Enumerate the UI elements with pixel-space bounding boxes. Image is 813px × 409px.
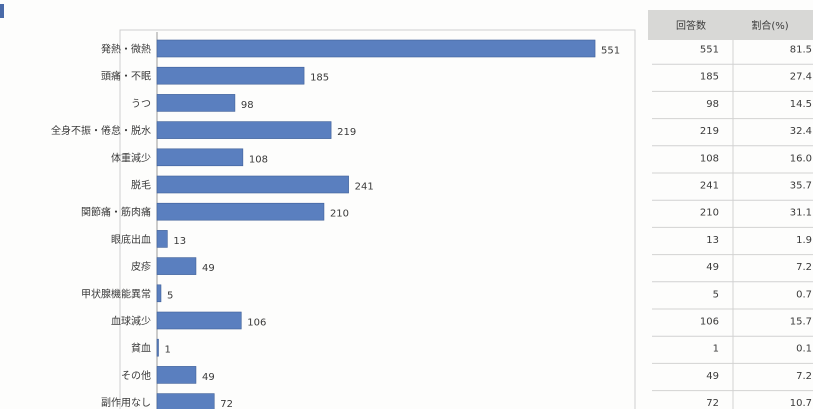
- table-count-cell: 49: [706, 371, 719, 382]
- table-count-cell: 210: [700, 208, 719, 219]
- bar: [156, 284, 162, 303]
- table-count-cell: 241: [700, 181, 719, 192]
- bar: [156, 94, 236, 112]
- table-percent-cell: 27.4: [790, 72, 812, 83]
- category-label: 血球減少: [111, 315, 151, 328]
- value-label: 241: [355, 182, 374, 193]
- table-count-cell: 13: [706, 235, 719, 246]
- bar: [156, 121, 332, 139]
- category-label: 甲状腺機能異常: [81, 287, 151, 300]
- value-label: 1: [165, 345, 171, 356]
- category-label: 眼底出血: [111, 233, 151, 246]
- table-percent-cell: 31.1: [790, 208, 812, 219]
- bar: [156, 148, 244, 167]
- table-percent-cell: 10.7: [790, 398, 812, 409]
- table-percent-cell: 0.1: [796, 344, 812, 355]
- table-count-cell: 5: [713, 289, 719, 300]
- table-count-cell: 219: [700, 126, 719, 137]
- table-percent-cell: 7.2: [796, 262, 812, 273]
- category-label: 皮疹: [131, 260, 151, 273]
- bar: [156, 393, 215, 409]
- table-count-cell: 108: [700, 153, 719, 164]
- value-label: 551: [601, 46, 620, 57]
- table-percent-cell: 35.7: [790, 181, 812, 192]
- category-label: 頭痛・不眠: [101, 70, 151, 83]
- category-label: 全身不振・倦怠・脱水: [51, 124, 151, 137]
- bar: [156, 311, 242, 330]
- data-table: 回答数 割合(%) 551 81.5 185 27.4 98 14.5 219 32.4 108…: [648, 10, 813, 409]
- value-label: 219: [337, 127, 356, 138]
- bar: [156, 39, 596, 58]
- table-count-cell: 185: [700, 72, 719, 83]
- category-label: 関節痛・筋肉痛: [81, 206, 151, 219]
- plot-frame: [119, 29, 636, 409]
- table-percent-cell: 1.9: [796, 235, 812, 246]
- value-label: 72: [220, 399, 233, 409]
- value-label: 185: [310, 73, 329, 84]
- table-count-cell: 49: [706, 262, 719, 273]
- table-percent-cell: 0.7: [796, 289, 812, 300]
- value-label: 49: [202, 263, 215, 274]
- corner-mark: [0, 4, 4, 18]
- table-count-cell: 1: [713, 344, 719, 355]
- bars-layer: [156, 39, 596, 409]
- category-label: 脱毛: [131, 179, 151, 192]
- table-count-cell: 551: [700, 45, 719, 56]
- bar: [156, 338, 159, 357]
- table-header-percent: 割合(%): [751, 19, 788, 32]
- value-label: 49: [202, 372, 215, 383]
- category-label: 発熱・微熱: [101, 43, 151, 56]
- value-label: 210: [330, 209, 349, 220]
- value-labels: 551 185 98 219 108 241 210 13 49 5 106 1 49 72: [165, 46, 621, 409]
- table-percent-cell: 15.7: [790, 317, 812, 328]
- bar: [156, 66, 305, 85]
- bar: [156, 202, 325, 221]
- value-label: 106: [247, 318, 266, 329]
- category-label: その他: [121, 369, 151, 382]
- table-count-cell: 106: [700, 317, 719, 328]
- value-label: 5: [167, 290, 173, 301]
- category-label: うつ: [131, 98, 151, 110]
- table-percent-cell: 14.5: [790, 99, 812, 110]
- table-count-cell: 98: [706, 99, 719, 110]
- table-percent-cell: 7.2: [796, 371, 812, 382]
- value-label: 108: [249, 154, 268, 165]
- bar: [156, 366, 197, 384]
- category-label: 副作用なし: [101, 397, 151, 409]
- bar: [156, 257, 197, 275]
- table-rows: 551 81.5 185 27.4 98 14.5 219 32.4 108 16.0 241 35.…: [652, 40, 813, 409]
- category-labels: 発熱・微熱頭痛・不眠うつ全身不振・倦怠・脱水体重減少脱毛関節痛・筋肉痛眼底出血皮…: [51, 43, 151, 409]
- table-header-count: 回答数: [676, 19, 706, 32]
- table-count-cell: 72: [706, 398, 719, 409]
- category-label: 貧血: [131, 342, 151, 355]
- bar: [156, 175, 349, 194]
- category-label: 体重減少: [111, 151, 151, 164]
- table-percent-cell: 16.0: [790, 153, 812, 164]
- table-percent-cell: 32.4: [790, 126, 812, 137]
- bar: [156, 230, 168, 248]
- table-percent-cell: 81.5: [790, 45, 812, 56]
- value-label: 13: [173, 236, 186, 247]
- value-label: 98: [241, 100, 254, 111]
- table-header-bg: [648, 10, 813, 40]
